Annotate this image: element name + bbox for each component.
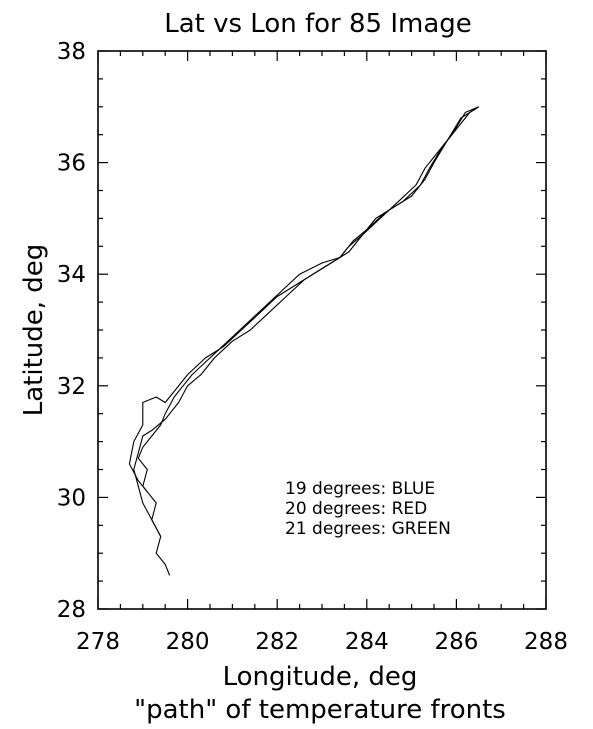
x-axis-label: Longitude, deg xyxy=(223,662,418,692)
y-tick-label: 36 xyxy=(57,151,86,177)
figure-caption: "path" of temperature fronts xyxy=(134,695,506,725)
y-tick-label: 30 xyxy=(57,485,86,511)
legend-entry-3: 21 degrees: GREEN xyxy=(285,519,451,539)
x-tick-label: 278 xyxy=(76,629,120,655)
series-line-2 xyxy=(133,106,480,537)
y-tick-label: 28 xyxy=(57,597,86,623)
legend-entry-1: 19 degrees: BLUE xyxy=(285,479,435,499)
x-tick-label: 280 xyxy=(166,629,210,655)
series-layer xyxy=(128,106,480,576)
y-tick-label: 34 xyxy=(57,262,86,288)
x-tick-label: 286 xyxy=(434,629,478,655)
axis-ticks: 278 280 282 284 286 288 28 30 32 34 36 38 xyxy=(57,39,568,655)
legend: 19 degrees: BLUE 20 degrees: RED 21 degr… xyxy=(285,479,451,539)
x-tick-label: 282 xyxy=(255,629,299,655)
x-tick-label: 288 xyxy=(524,629,568,655)
chart-title: Lat vs Lon for 85 Image xyxy=(164,9,472,39)
series-line-3 xyxy=(128,106,480,493)
y-axis-label: Latitude, deg xyxy=(19,244,49,417)
y-tick-label: 32 xyxy=(57,374,86,400)
y-tick-label: 38 xyxy=(57,39,86,65)
legend-entry-2: 20 degrees: RED xyxy=(285,499,427,519)
x-tick-label: 284 xyxy=(345,629,389,655)
